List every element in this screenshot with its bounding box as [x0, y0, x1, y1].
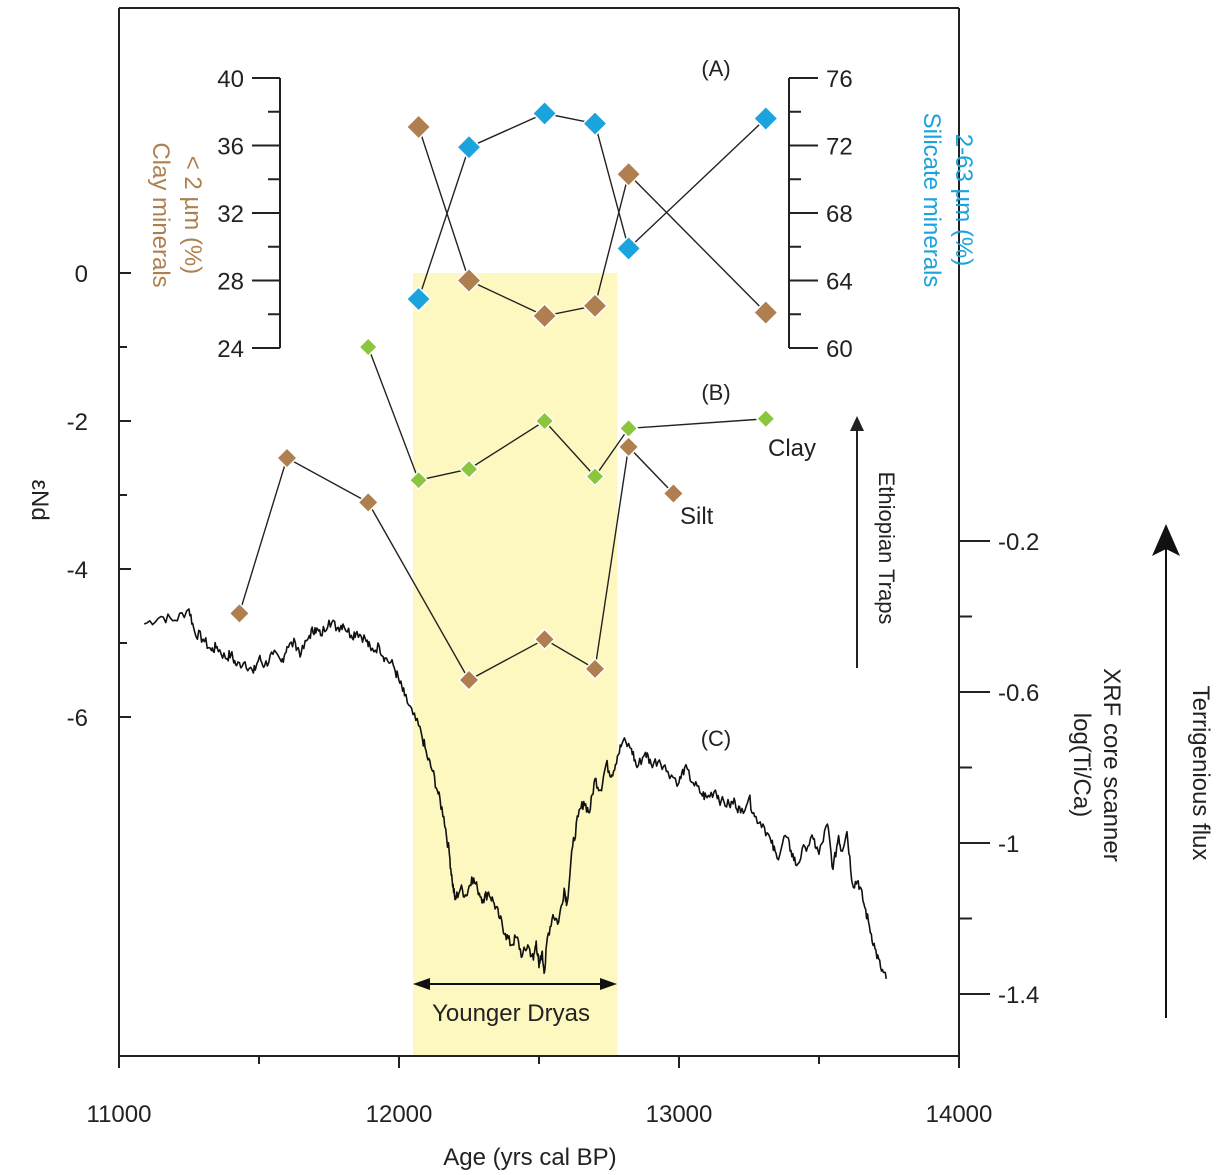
- panel-a-label: (A): [701, 56, 730, 81]
- panel-c-label: (C): [701, 726, 732, 751]
- clay-minerals-point: [531, 302, 558, 329]
- silt-series-label: Silt: [680, 503, 714, 530]
- silicate-minerals-axis: 60 64 68 72 76: [788, 66, 853, 363]
- xrf-ti-ca-line: [143, 608, 887, 980]
- epsilon-nd-axis: 0 -2 -4 -6: [67, 261, 131, 732]
- terrigenious-flux-arrow-head: [1152, 524, 1180, 556]
- clay-axis-tick-label: 32: [217, 201, 244, 228]
- clay-minerals-point: [405, 113, 432, 140]
- silt-point: [617, 435, 640, 458]
- xrf-tick-label: -1: [998, 831, 1019, 858]
- silicate-minerals-axis-label-line1: Silicate minerals: [918, 113, 945, 288]
- silicate-minerals-point: [615, 235, 642, 262]
- clay-point: [755, 408, 776, 429]
- silicate-minerals-point: [581, 110, 609, 137]
- clay-minerals-axis-label-line2: < 2 µm (%): [179, 156, 206, 275]
- panel-b-label: (B): [701, 380, 730, 405]
- epsilon-nd-tick-label: -4: [67, 557, 88, 584]
- clay-minerals-point: [581, 292, 609, 319]
- clay-minerals-point: [752, 299, 779, 326]
- silt-point: [662, 482, 685, 505]
- terrigenious-flux-label: Terrigenious flux: [1187, 686, 1214, 861]
- x-tick-label: 11000: [87, 1101, 152, 1128]
- xrf-tick-label: -1.4: [998, 982, 1039, 1009]
- epsilon-nd-tick-label: -6: [67, 705, 88, 732]
- clay-point: [584, 466, 606, 487]
- silt-point: [228, 602, 251, 625]
- epsilon-nd-tick-label: -2: [67, 409, 88, 436]
- clay-series-label: Clay: [768, 435, 816, 462]
- silicate-axis-tick-label: 64: [826, 269, 853, 296]
- clay-point: [534, 410, 555, 432]
- clay-point: [618, 418, 639, 439]
- ethiopian-traps-label: Ethiopian Traps: [874, 472, 899, 625]
- clay-point: [408, 470, 429, 491]
- clay-minerals-line: [417, 126, 767, 317]
- xrf-series: [143, 608, 887, 980]
- silicate-axis-tick-label: 72: [826, 134, 853, 161]
- younger-dryas-label: Younger Dryas: [432, 1000, 590, 1027]
- silicate-axis-tick-label: 76: [826, 66, 853, 93]
- clay-minerals-point: [615, 161, 642, 188]
- silt-point: [457, 668, 481, 692]
- x-tick-label: 13000: [646, 1101, 713, 1128]
- clay-axis-tick-label: 24: [217, 336, 244, 363]
- silt-point: [357, 491, 380, 514]
- silt-point: [533, 628, 556, 651]
- younger-dryas-range-arrow-left: [413, 978, 430, 990]
- clay-axis-tick-label: 28: [217, 269, 244, 296]
- younger-dryas-band: [413, 273, 618, 1056]
- x-tick-label: 14000: [926, 1101, 993, 1128]
- silicate-minerals-point: [531, 100, 558, 127]
- xrf-axis-label-line1: XRF core scanner: [1098, 668, 1125, 861]
- silicate-minerals-point: [752, 105, 779, 132]
- clay-point: [458, 459, 480, 480]
- mineral-series: [405, 100, 779, 329]
- silt-series-line: [238, 445, 674, 681]
- epsilon-nd-series: [228, 336, 776, 692]
- silt-point: [275, 446, 299, 470]
- silicate-minerals-point: [455, 134, 483, 161]
- younger-dryas-range-arrow-right: [600, 978, 617, 990]
- xrf-tick-label: -0.2: [998, 529, 1039, 556]
- silicate-minerals-line: [417, 112, 767, 300]
- x-axis-label: Age (yrs cal BP): [443, 1144, 616, 1171]
- xrf-axis-label-line2: log(Ti/Ca): [1068, 713, 1095, 817]
- clay-point: [358, 336, 379, 358]
- epsilon-nd-axis-label: εNd: [26, 479, 53, 520]
- epsilon-nd-tick-label: 0: [75, 261, 88, 288]
- silicate-axis-tick-label: 60: [826, 336, 853, 363]
- x-axis-ticks: 11000 12000 13000 14000: [87, 1056, 993, 1128]
- xrf-axis: -0.2 -0.6 -1 -1.4: [959, 529, 1039, 1009]
- clay-minerals-axis: 24 28 32 36 40: [217, 66, 281, 363]
- silicate-minerals-axis-label-line2: 2-63 µm (%): [950, 134, 977, 267]
- silt-point: [583, 657, 607, 680]
- clay-minerals-axis-label-line1: Clay minerals: [147, 142, 174, 287]
- clay-axis-tick-label: 36: [217, 134, 244, 161]
- clay-axis-tick-label: 40: [217, 66, 244, 93]
- clay-minerals-point: [455, 267, 483, 294]
- silicate-axis-tick-label: 68: [826, 201, 853, 228]
- silicate-minerals-point: [405, 286, 432, 313]
- ethiopian-traps-arrow-head: [850, 416, 864, 431]
- x-tick-label: 12000: [366, 1101, 433, 1128]
- xrf-tick-label: -0.6: [998, 680, 1039, 707]
